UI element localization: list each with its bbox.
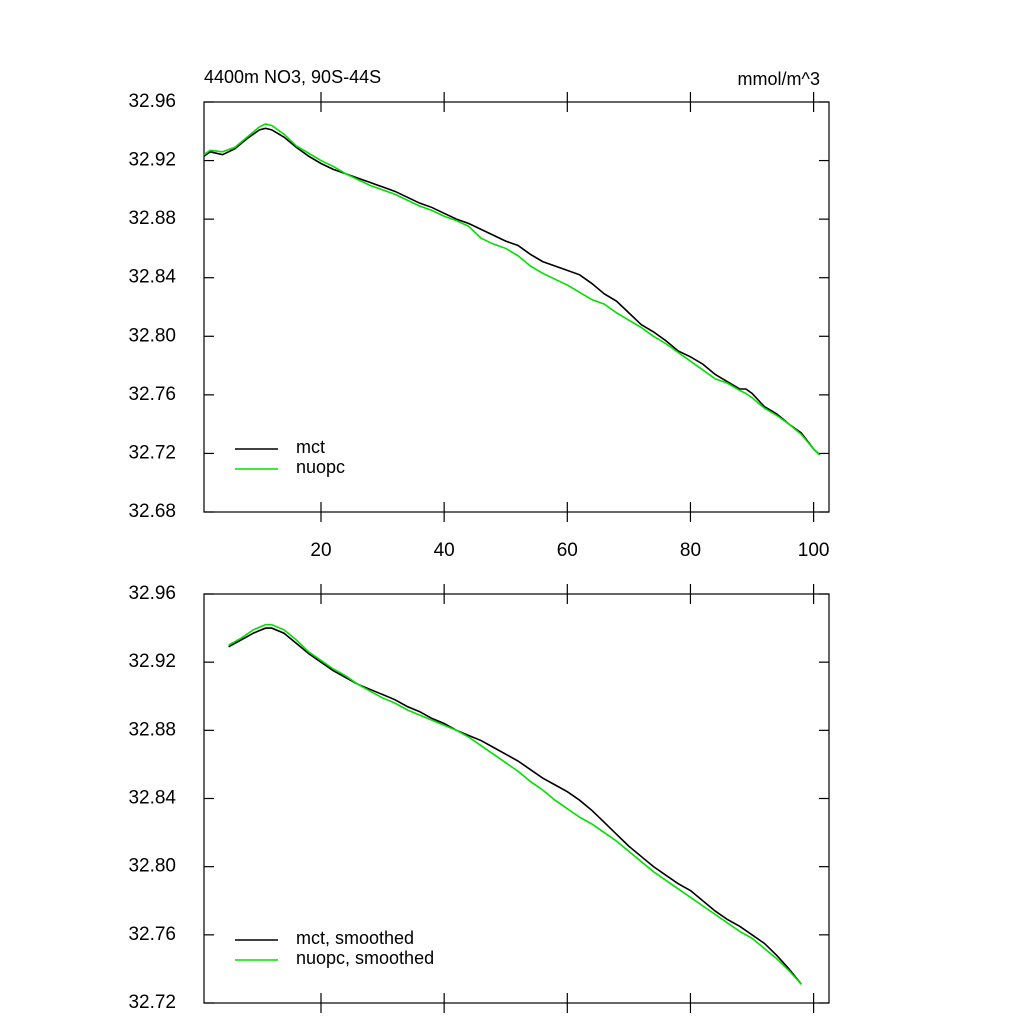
x-tick-label: 60	[557, 540, 578, 561]
x-tick-label: 100	[798, 540, 830, 561]
legend-label: nuopc	[296, 457, 345, 477]
units-label: mmol/m^3	[738, 69, 820, 89]
legend-label: nuopc, smoothed	[296, 948, 434, 968]
y-tick-label: 32.88	[128, 208, 176, 229]
data-line	[228, 623, 802, 985]
legend-label: mct, smoothed	[296, 928, 414, 948]
legend-label: mct	[296, 437, 325, 457]
plot-frame	[203, 101, 830, 513]
y-tick-label: 32.80	[128, 856, 176, 877]
y-tick-label: 32.92	[128, 651, 176, 672]
y-tick-label: 32.96	[128, 91, 176, 112]
y-tick-label: 32.84	[128, 788, 176, 809]
y-tick-label: 32.72	[128, 992, 176, 1013]
data-line	[203, 127, 821, 456]
y-tick-label: 32.76	[128, 384, 176, 405]
y-tick-label: 32.88	[128, 719, 176, 740]
y-tick-label: 32.72	[128, 442, 176, 463]
y-tick-label: 32.92	[128, 150, 176, 171]
x-tick-label: 20	[310, 540, 331, 561]
x-tick-label: 40	[434, 540, 455, 561]
data-line	[203, 123, 821, 456]
x-tick-label: 80	[680, 540, 701, 561]
y-tick-label: 32.84	[128, 267, 176, 288]
y-tick-label: 32.68	[128, 501, 176, 522]
y-tick-label: 32.76	[128, 924, 176, 945]
y-tick-label: 32.80	[128, 325, 176, 346]
data-line	[228, 627, 802, 985]
y-tick-label: 32.96	[128, 583, 176, 604]
chart-title: 4400m NO3, 90S-44S	[204, 67, 381, 87]
